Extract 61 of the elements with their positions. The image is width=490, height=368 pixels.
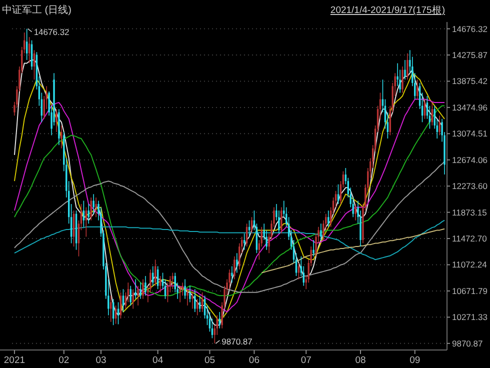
candlestick bbox=[218, 312, 220, 329]
candlestick bbox=[95, 197, 97, 218]
candlestick bbox=[186, 288, 188, 306]
y-tick-label: 11472.70 bbox=[452, 234, 488, 244]
y-tick-label: 13074.51 bbox=[452, 128, 488, 139]
candlestick bbox=[354, 204, 356, 221]
candlestick bbox=[280, 206, 282, 234]
y-tick-label: 11072.24 bbox=[452, 260, 488, 270]
annotation: 9870.87 bbox=[222, 336, 253, 346]
candlestick bbox=[140, 282, 142, 300]
x-tick-label: 03 bbox=[96, 355, 106, 366]
candlestick bbox=[132, 288, 134, 310]
x-tick-label: 05 bbox=[204, 355, 216, 366]
x-tick-label: 09 bbox=[410, 355, 420, 366]
candlestick bbox=[110, 295, 112, 322]
candlestick bbox=[198, 295, 201, 312]
y-tick-label: 9870.87 bbox=[452, 338, 483, 348]
x-tick-label: 06 bbox=[248, 355, 260, 366]
candlestick bbox=[142, 278, 144, 300]
x-tick-label: 02 bbox=[58, 355, 70, 366]
y-tick-label: 12273.60 bbox=[452, 181, 488, 192]
candlestick bbox=[134, 278, 136, 300]
candlestick bbox=[231, 266, 233, 283]
candlestick bbox=[312, 240, 314, 257]
candlestick bbox=[438, 115, 440, 136]
y-tick-label: 11873.15 bbox=[452, 207, 488, 218]
y-tick-label: 13474.96 bbox=[452, 102, 488, 112]
x-tick-label: 04 bbox=[152, 355, 164, 366]
candlestick bbox=[196, 298, 198, 316]
y-tick-label: 10671.79 bbox=[452, 286, 488, 296]
x-tick-label: 07 bbox=[300, 355, 312, 366]
candlestick bbox=[144, 276, 146, 296]
candlestick bbox=[172, 272, 174, 290]
candlestick bbox=[194, 288, 196, 312]
chart-title: 中证军工 (日线) bbox=[2, 4, 72, 16]
candlestick bbox=[189, 285, 191, 303]
candlestick bbox=[179, 285, 181, 303]
candlestick bbox=[56, 108, 58, 132]
candlestick bbox=[236, 252, 238, 274]
candlestick bbox=[320, 223, 322, 240]
y-tick-label: 12674.06 bbox=[452, 154, 488, 165]
candlestick bbox=[92, 194, 94, 214]
candlestick bbox=[137, 285, 139, 306]
candlestick bbox=[406, 53, 408, 80]
annotation: 14676.32 bbox=[34, 26, 70, 37]
line-series bbox=[261, 228, 446, 274]
candlestick bbox=[243, 233, 246, 250]
candlestick bbox=[60, 125, 62, 149]
y-tick-label: 10271.33 bbox=[452, 312, 488, 322]
y-tick-label: 13875.42 bbox=[452, 76, 488, 86]
x-tick-label: 08 bbox=[355, 355, 366, 366]
candlestick bbox=[404, 60, 406, 80]
candlestick bbox=[234, 256, 236, 280]
candlestick bbox=[402, 66, 404, 94]
y-tick-label: 14275.87 bbox=[452, 50, 488, 60]
candlestick bbox=[90, 197, 92, 221]
x-tick-label: 2021 bbox=[4, 355, 26, 366]
text: 2021/1/4-2021/9/17(175根) bbox=[330, 4, 445, 16]
candlestick bbox=[184, 278, 186, 300]
y-tick-label: 14676.32 bbox=[452, 24, 488, 34]
candlestick bbox=[192, 292, 194, 310]
